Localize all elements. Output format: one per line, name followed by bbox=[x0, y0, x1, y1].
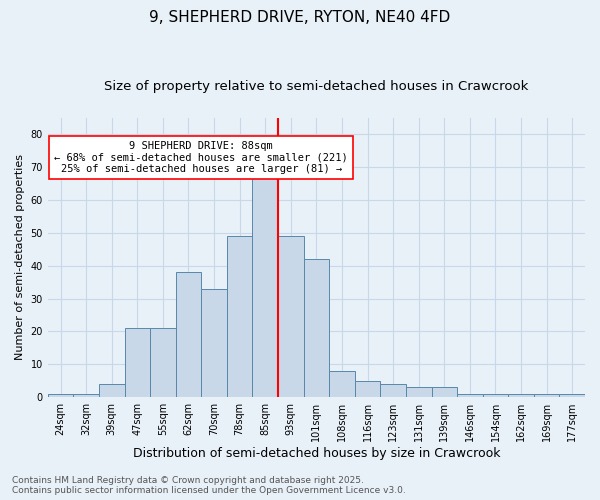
Text: Contains HM Land Registry data © Crown copyright and database right 2025.
Contai: Contains HM Land Registry data © Crown c… bbox=[12, 476, 406, 495]
Bar bbox=[304, 259, 329, 397]
X-axis label: Distribution of semi-detached houses by size in Crawcrook: Distribution of semi-detached houses by … bbox=[133, 447, 500, 460]
Bar bbox=[176, 272, 201, 397]
Bar bbox=[406, 388, 431, 397]
Bar bbox=[99, 384, 125, 397]
Bar bbox=[482, 394, 508, 397]
Bar bbox=[227, 236, 253, 397]
Bar bbox=[457, 394, 482, 397]
Bar bbox=[431, 388, 457, 397]
Bar bbox=[380, 384, 406, 397]
Bar bbox=[355, 381, 380, 397]
Bar bbox=[125, 328, 150, 397]
Bar bbox=[201, 288, 227, 397]
Y-axis label: Number of semi-detached properties: Number of semi-detached properties bbox=[15, 154, 25, 360]
Text: 9, SHEPHERD DRIVE, RYTON, NE40 4FD: 9, SHEPHERD DRIVE, RYTON, NE40 4FD bbox=[149, 10, 451, 25]
Bar bbox=[253, 177, 278, 397]
Bar bbox=[559, 394, 585, 397]
Bar bbox=[329, 371, 355, 397]
Text: 9 SHEPHERD DRIVE: 88sqm
← 68% of semi-detached houses are smaller (221)
25% of s: 9 SHEPHERD DRIVE: 88sqm ← 68% of semi-de… bbox=[55, 141, 348, 174]
Bar bbox=[73, 394, 99, 397]
Bar bbox=[508, 394, 534, 397]
Title: Size of property relative to semi-detached houses in Crawcrook: Size of property relative to semi-detach… bbox=[104, 80, 529, 93]
Bar bbox=[150, 328, 176, 397]
Bar bbox=[48, 394, 73, 397]
Bar bbox=[534, 394, 559, 397]
Bar bbox=[278, 236, 304, 397]
